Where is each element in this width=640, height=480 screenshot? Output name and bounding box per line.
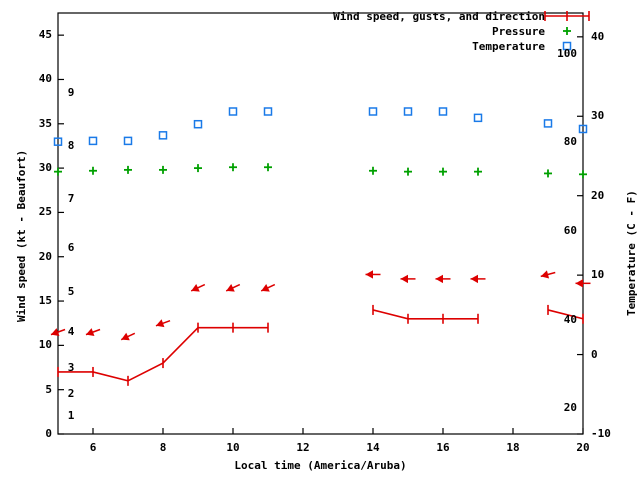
y-left-tick-label: 35 xyxy=(38,116,52,130)
wind-direction-arrow xyxy=(50,328,66,337)
temperature-marker xyxy=(88,136,98,146)
wind-direction-arrow xyxy=(155,319,171,328)
y-left-tick-label: 40 xyxy=(38,72,52,86)
y-left-tick-label: 0 xyxy=(45,427,52,440)
wind-speed-line xyxy=(372,309,478,320)
pressure-marker xyxy=(439,167,447,176)
x-tick-label: 6 xyxy=(89,441,97,454)
x-tick-label: 20 xyxy=(576,441,590,454)
x-axis-title: Local time (America/Aruba) xyxy=(234,459,407,472)
pressure-marker xyxy=(474,167,482,176)
wind-direction-arrow xyxy=(575,279,591,288)
temperature-marker xyxy=(158,131,168,140)
beaufort-label: 2 xyxy=(67,387,75,401)
y-left-tick-label: 45 xyxy=(38,28,52,42)
pressure-marker xyxy=(404,167,412,176)
temperature-marker xyxy=(263,107,273,116)
wind-direction-arrow xyxy=(470,274,486,284)
pressure-marker xyxy=(369,166,377,175)
temperature-marker xyxy=(53,137,63,146)
wind-direction-arrow xyxy=(85,328,101,337)
x-tick-label: 12 xyxy=(296,441,310,454)
y-right-tick-label: -10 xyxy=(591,427,611,440)
wind-direction-arrow xyxy=(260,283,276,292)
temperature-marker xyxy=(123,136,133,146)
plot-frame xyxy=(57,12,584,435)
y-right-axis-title: Temperature (C - F) xyxy=(625,189,638,316)
x-tick-label: 16 xyxy=(436,441,450,454)
temperature-marker xyxy=(578,124,588,134)
fahrenheit-label: 20 xyxy=(563,400,577,414)
pressure-marker xyxy=(159,165,167,174)
y-left-tick-label: 5 xyxy=(45,382,52,396)
x-tick-label: 18 xyxy=(506,441,520,454)
temperature-marker xyxy=(228,107,238,116)
beaufort-label: 5 xyxy=(67,285,75,299)
wind-direction-arrow xyxy=(365,270,381,279)
pressure-marker xyxy=(544,169,552,178)
pressure-marker xyxy=(89,166,97,175)
beaufort-label: 7 xyxy=(67,192,75,206)
legend-label: Pressure xyxy=(492,25,545,38)
pressure-marker xyxy=(229,163,237,172)
wind-direction-arrow xyxy=(435,274,451,284)
y-left-axis-title: Wind speed (kt - Beaufort) xyxy=(15,149,28,322)
y-right-tick-label: 0 xyxy=(591,347,598,361)
temperature-marker xyxy=(403,107,413,116)
wind-direction-arrow xyxy=(120,332,136,341)
x-tick-label: 14 xyxy=(366,441,380,454)
x-tick-label: 10 xyxy=(226,441,240,454)
y-right-tick-label: 20 xyxy=(591,188,605,202)
y-left-tick-label: 25 xyxy=(38,205,52,219)
y-left-tick-label: 30 xyxy=(38,161,52,175)
legend-label: Wind speed, gusts, and direction xyxy=(333,10,545,23)
beaufort-label: 8 xyxy=(67,138,75,152)
pressure-marker xyxy=(54,167,62,176)
temperature-marker xyxy=(473,113,483,123)
beaufort-label: 4 xyxy=(67,325,75,339)
beaufort-label: 1 xyxy=(67,409,75,423)
y-left-tick-label: 10 xyxy=(38,338,52,352)
y-left-tick-label: 20 xyxy=(38,249,52,263)
fahrenheit-label: 40 xyxy=(563,312,577,326)
beaufort-label: 6 xyxy=(67,240,75,254)
wind-speed-line xyxy=(547,309,584,320)
pressure-marker xyxy=(194,164,202,173)
beaufort-label: 9 xyxy=(67,85,75,99)
temperature-marker xyxy=(438,107,448,116)
wind-direction-arrow xyxy=(190,283,206,292)
fahrenheit-label: 80 xyxy=(563,135,577,149)
y-right-tick-label: 40 xyxy=(591,29,605,43)
temperature-marker xyxy=(193,119,203,129)
fahrenheit-label: 60 xyxy=(563,223,577,237)
pressure-marker xyxy=(579,170,587,179)
legend-label: Temperature xyxy=(472,40,545,53)
fahrenheit-label: 100 xyxy=(557,47,577,61)
wind-direction-arrow xyxy=(540,270,556,279)
y-right-tick-label: 10 xyxy=(591,268,605,282)
beaufort-label: 3 xyxy=(67,360,75,374)
temperature-marker xyxy=(368,107,378,116)
legend-temperature-glyph xyxy=(562,41,572,51)
temperature-marker xyxy=(543,119,553,128)
x-tick-label: 8 xyxy=(159,441,167,454)
wind-direction-arrow xyxy=(225,283,241,292)
wind-direction-arrow xyxy=(400,274,416,284)
pressure-marker xyxy=(124,165,132,174)
y-right-tick-label: 30 xyxy=(591,109,605,123)
y-left-tick-label: 15 xyxy=(38,294,52,308)
pressure-marker xyxy=(264,163,272,172)
